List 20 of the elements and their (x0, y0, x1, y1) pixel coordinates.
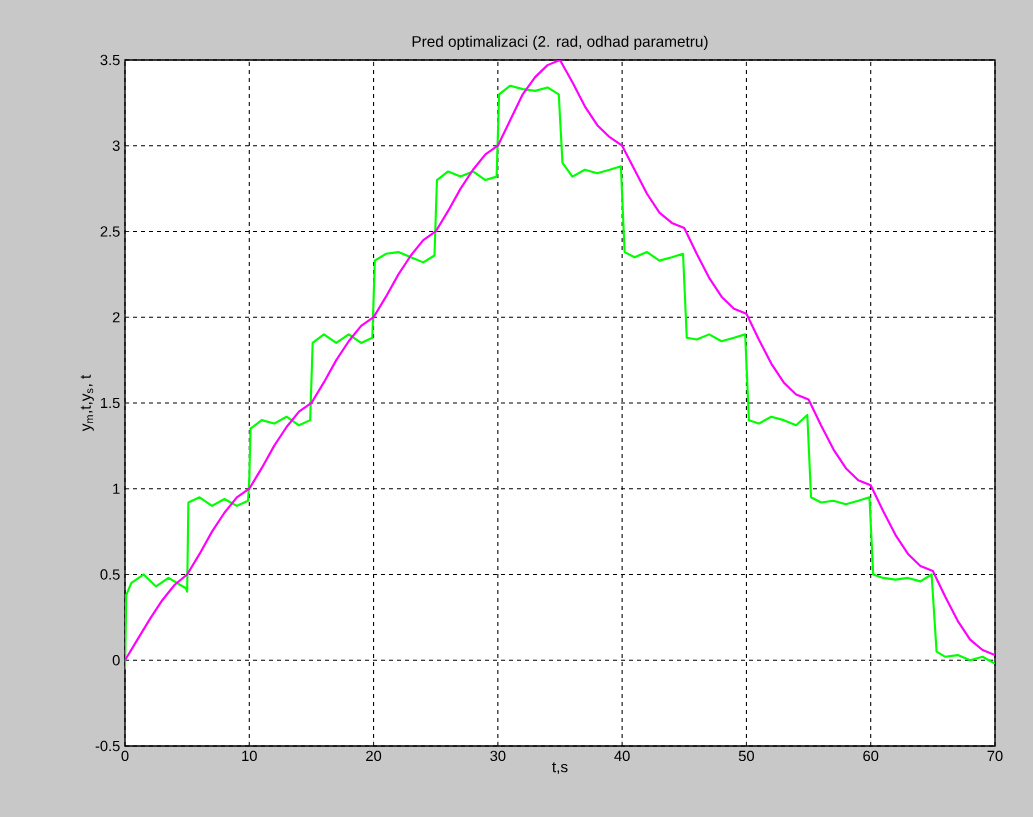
y-tick-label: 2.5 (100, 226, 120, 237)
y-tick-label: 0 (112, 655, 120, 666)
x-tick-label: 50 (738, 750, 754, 762)
x-tick-label: 60 (863, 750, 879, 762)
x-tick-label: 30 (490, 750, 506, 762)
chart-title: Pred optimalizaci (2. rad, odhad parametru) (412, 35, 708, 50)
x-tick-label: 10 (242, 750, 257, 762)
y-tick-label: 0.5 (100, 569, 120, 580)
x-tick-label: 70 (987, 750, 1003, 762)
y-axis-title: y$_{m}$,t,y$_{s}$, t (80, 374, 94, 432)
x-axis-title: t,s (552, 762, 568, 775)
x-tick-label: 20 (366, 750, 382, 762)
y-tick-label: 1.5 (101, 397, 120, 409)
y-tick-label: -0.5 (95, 740, 120, 752)
y-tick-label: 3 (112, 140, 120, 151)
x-tick-label: 0 (121, 750, 129, 762)
y-tick-label: 1 (113, 483, 120, 494)
y-tick-label: 3.5 (100, 54, 120, 66)
y-tick-label: 2 (112, 312, 120, 323)
x-tick-label: 40 (614, 750, 630, 762)
